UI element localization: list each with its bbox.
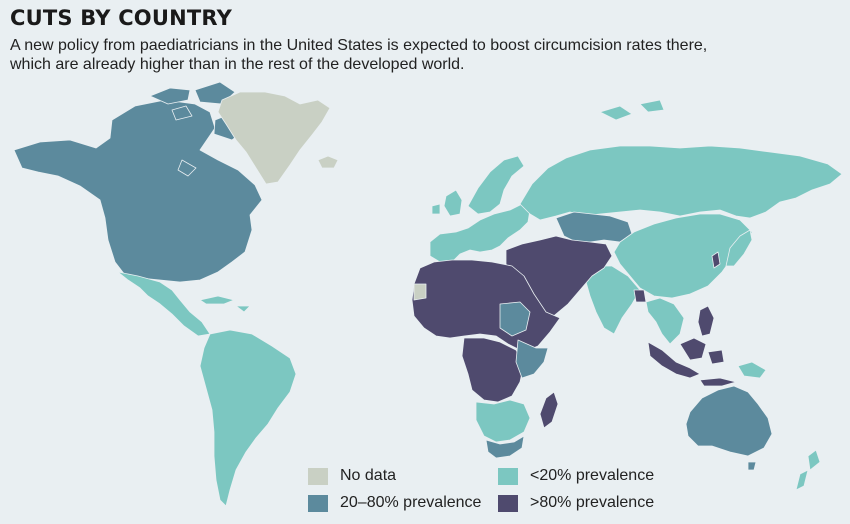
legend-item-mid: 20–80% prevalence — [308, 493, 481, 513]
region-india — [585, 265, 641, 335]
region-japan — [725, 229, 753, 267]
region-scandinavia — [467, 155, 525, 215]
region-russia-north-asia — [519, 99, 843, 221]
legend-label-high: >80% prevalence — [530, 494, 655, 511]
legend-label-no-data: No data — [340, 467, 397, 484]
legend-swatch-no-data — [308, 467, 328, 485]
region-bangladesh — [633, 289, 647, 303]
legend-item-no-data: No data — [308, 466, 396, 486]
map-legend: No data <20% prevalence 20–80% prevalenc… — [308, 466, 728, 520]
region-caribbean — [199, 295, 251, 313]
map-title: CUTS BY COUNTRY — [10, 6, 233, 30]
map-subtitle: A new policy from paediatricians in the … — [10, 37, 708, 73]
legend-item-high: >80% prevalence — [498, 493, 654, 513]
region-mexico-central-america — [117, 271, 211, 337]
region-madagascar — [539, 391, 559, 429]
region-southern-africa — [475, 399, 531, 443]
region-south-korea — [711, 251, 721, 269]
region-philippines — [697, 305, 715, 337]
legend-label-low: <20% prevalence — [530, 467, 655, 484]
region-western-sahara — [413, 283, 427, 301]
legend-swatch-mid — [308, 494, 328, 512]
legend-swatch-high — [498, 494, 518, 512]
region-south-sudan — [499, 301, 531, 337]
region-australia — [685, 385, 773, 471]
region-papua-new-guinea — [737, 361, 767, 379]
region-greenland — [217, 91, 331, 185]
region-southeast-asia — [645, 297, 685, 345]
region-indonesia-malaysia — [647, 337, 737, 387]
legend-item-low: <20% prevalence — [498, 466, 654, 486]
region-europe — [429, 203, 531, 263]
region-south-africa — [485, 435, 525, 459]
region-central-africa — [461, 337, 525, 403]
region-new-zealand — [795, 449, 821, 491]
region-uk-ireland — [431, 189, 463, 217]
region-kazakhstan — [555, 211, 633, 243]
region-south-america — [199, 329, 297, 507]
region-iceland — [317, 155, 339, 169]
region-east-africa — [515, 339, 549, 379]
legend-label-mid: 20–80% prevalence — [340, 494, 482, 511]
legend-swatch-low — [498, 467, 518, 485]
region-north-america — [13, 99, 263, 283]
